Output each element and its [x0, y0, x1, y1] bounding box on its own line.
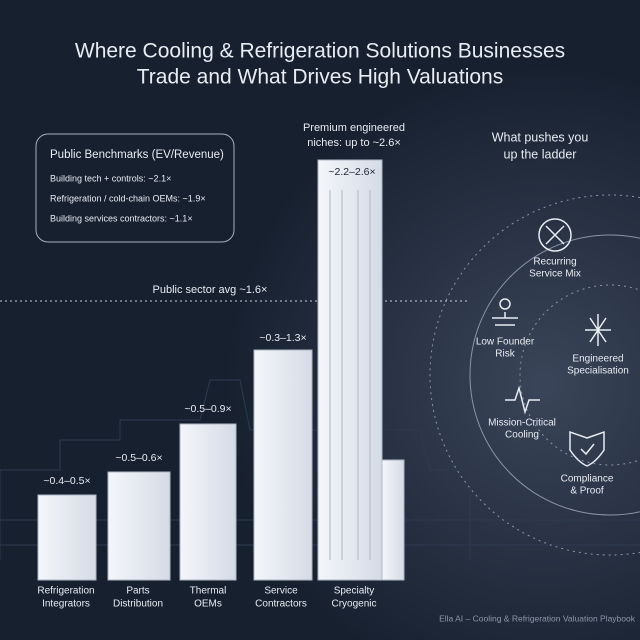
benchmark-item: Refrigeration / cold-chain OEMs: ~1.9× [50, 193, 206, 203]
category-label: Thermal [190, 586, 227, 597]
category-label: Parts [126, 586, 149, 597]
building [317, 159, 383, 581]
ladder-item: Mission-Critical [488, 418, 556, 429]
ladder-item: Risk [495, 349, 515, 360]
ladder-rings [429, 194, 640, 556]
benchmark-item: Building services contractors: ~1.1× [50, 213, 193, 223]
ladder-item: Engineered [572, 354, 623, 365]
footer: Ella AI – Cooling & Refrigeration Valuat… [439, 613, 636, 623]
ladder-title: What pushes you [492, 130, 589, 144]
range-label: ~0.3–1.3× [259, 332, 306, 344]
building [179, 423, 237, 581]
ladder-item: Recurring [533, 257, 576, 268]
buildings [37, 159, 405, 581]
category-label: Cryogenic [331, 599, 376, 610]
building [107, 471, 171, 581]
premium-note: Premium engineered [303, 122, 405, 134]
building [37, 494, 97, 581]
ladder-title: up the ladder [504, 147, 577, 161]
ladder-item: & Proof [570, 486, 604, 497]
ladder-item: Cooling [505, 430, 539, 441]
category-label: Contractors [255, 599, 307, 610]
building-detail [329, 190, 371, 560]
benchmark-box [35, 133, 235, 243]
ladder-item: Specialisation [567, 366, 629, 377]
category-label: Integrators [42, 599, 90, 610]
category-label: Distribution [113, 599, 163, 610]
range-label: ~2.2–2.6× [328, 166, 375, 178]
building [253, 349, 313, 581]
range-label: ~0.5–0.9× [184, 403, 231, 415]
ladder-item: Service Mix [529, 269, 581, 280]
ladder-icons [492, 218, 611, 467]
category-label: Specialty [334, 586, 375, 597]
range-label: ~0.5–0.6× [115, 452, 162, 464]
building-annex [381, 459, 405, 581]
title: Where Cooling & Refrigeration Solutions … [75, 40, 565, 63]
ladder-item: Low Founder [476, 337, 535, 348]
ladder-item: Compliance [561, 474, 614, 485]
category-label: Refrigeration [37, 586, 94, 597]
benchmark-title: Public Benchmarks (EV/Revenue) [50, 149, 224, 161]
range-label: ~0.4–0.5× [43, 475, 90, 487]
title: Trade and What Drives High Valuations [137, 66, 504, 89]
premium-note: niches: up to ~2.6× [307, 137, 401, 149]
category-label: Service [264, 586, 298, 597]
sector-avg-label: Public sector avg ~1.6× [153, 284, 268, 296]
category-label: OEMs [194, 599, 222, 610]
benchmark-item: Building tech + controls: ~2.1× [50, 173, 171, 183]
